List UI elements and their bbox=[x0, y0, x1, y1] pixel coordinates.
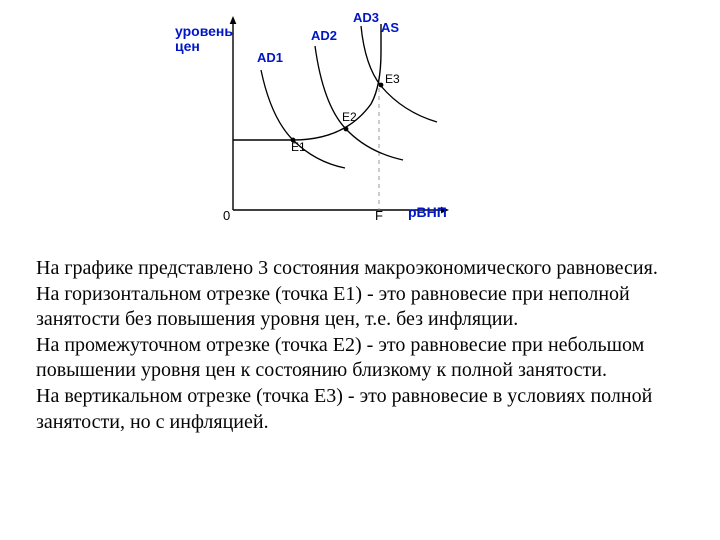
paragraph: На промежуточном отрезке (точка Е2) - эт… bbox=[36, 333, 696, 384]
point-label-e1: E1 bbox=[291, 140, 306, 154]
y-axis-label: уровеньцен bbox=[175, 24, 233, 53]
curve-label-ad3: AD3 bbox=[353, 10, 379, 25]
paragraph: На графике представлено 3 состояния макр… bbox=[36, 256, 696, 282]
explanation-text: На графике представлено 3 состояния макр… bbox=[36, 256, 696, 435]
curve-label-as: AS bbox=[381, 20, 399, 35]
paragraph: На горизонтальном отрезке (точка Е1) - э… bbox=[36, 282, 696, 333]
paragraph: На вертикальном отрезке (точка Е3) - это… bbox=[36, 384, 696, 435]
as-ad-chart: уровеньцен рВНП 0 F AS AD1 AD2 AD3 E1 E2… bbox=[175, 12, 475, 237]
point-label-e2: E2 bbox=[342, 110, 357, 124]
x-tick-f: F bbox=[375, 208, 383, 223]
origin-label: 0 bbox=[223, 208, 230, 223]
curve-label-ad1: AD1 bbox=[257, 50, 283, 65]
x-axis-label: рВНП bbox=[408, 204, 447, 220]
point-label-e3: E3 bbox=[385, 72, 400, 86]
curve-label-ad2: AD2 bbox=[311, 28, 337, 43]
